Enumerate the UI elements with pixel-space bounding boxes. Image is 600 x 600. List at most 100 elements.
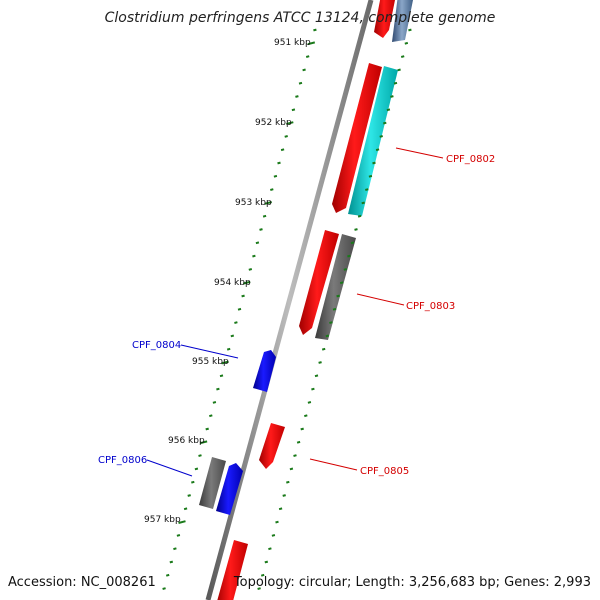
minor-tick (270, 188, 274, 191)
minor-tick (260, 573, 265, 577)
minor-tick (194, 467, 199, 471)
minor-tick (209, 414, 213, 418)
minor-tick (257, 587, 261, 590)
leader-line-cpf-0806 (146, 459, 193, 477)
gene-label-cpf-0804[interactable]: CPF_0804 (132, 340, 181, 351)
minor-tick (259, 228, 263, 231)
kbp-label: 955 kbp (192, 357, 229, 367)
major-tick (221, 360, 229, 365)
minor-tick (212, 401, 217, 404)
steel-feature-top (392, 0, 413, 42)
cds-feature-cpf-0806 (216, 463, 243, 515)
minor-tick (386, 108, 391, 112)
gene-label-cpf-0802[interactable]: CPF_0802 (446, 154, 495, 165)
minor-tick (262, 214, 267, 218)
leader-line-cpf-0802 (395, 147, 444, 159)
minor-tick (408, 28, 412, 32)
minor-tick (304, 414, 308, 418)
minor-tick (169, 560, 174, 564)
leader-line-cpf-0803 (356, 293, 405, 306)
major-tick (307, 41, 316, 46)
minor-tick (162, 587, 166, 590)
kbp-label: 952 kbp (255, 118, 292, 128)
minor-tick (241, 294, 245, 298)
minor-tick (318, 361, 322, 364)
minor-tick (296, 440, 301, 444)
minor-tick (311, 387, 315, 391)
minor-tick (354, 228, 358, 231)
major-tick (264, 201, 272, 205)
gene-label-cpf-0803[interactable]: CPF_0803 (406, 301, 455, 312)
minor-tick (286, 480, 290, 484)
minor-tick (295, 95, 299, 98)
kbp-label: 953 kbp (235, 198, 272, 208)
cds-feature-top (374, 0, 395, 38)
minor-tick (273, 174, 278, 178)
minor-tick (383, 121, 387, 125)
minor-tick (357, 214, 362, 218)
minor-tick (390, 95, 394, 98)
minor-tick (302, 68, 306, 72)
minor-tick (307, 401, 312, 404)
minor-tick (282, 494, 286, 497)
cds-feature-cpf-0802-red (332, 63, 382, 213)
gene-label-cpf-0806[interactable]: CPF_0806 (98, 455, 147, 466)
major-tick (242, 280, 251, 285)
accession-text: Accession: NC_008261 (8, 575, 156, 590)
minor-tick (404, 41, 409, 45)
minor-tick (329, 321, 333, 324)
minor-tick (226, 347, 231, 351)
minor-tick (400, 55, 405, 58)
minor-tick (187, 494, 191, 497)
minor-tick (234, 321, 238, 324)
cds-feature-cpf-0803-red (299, 230, 339, 335)
feature-track (199, 0, 413, 600)
minor-tick (393, 81, 398, 85)
cds-feature-bottom (217, 540, 248, 600)
cds-feature-cpf-0805 (259, 423, 285, 469)
kbp-label: 954 kbp (214, 278, 251, 288)
cds-feature-cpf-0804 (253, 350, 276, 392)
minor-tick (173, 547, 177, 551)
minor-tick (289, 467, 294, 471)
major-tick (199, 440, 208, 445)
leader-line-cpf-0804 (180, 344, 239, 359)
scale-ticks (162, 28, 412, 590)
major-tick (178, 520, 186, 524)
minor-tick (343, 268, 348, 271)
minor-tick (284, 135, 288, 138)
genome-backbone (205, 0, 374, 600)
minor-tick (332, 307, 337, 311)
minor-tick (321, 347, 326, 351)
gene-feature-cpf-0803 (315, 234, 356, 340)
gene-feature-cpf-0806 (199, 457, 226, 509)
leader-line-cpf-0805 (309, 458, 358, 471)
minor-tick (264, 560, 269, 564)
minor-tick (372, 161, 376, 165)
kbp-label: 957 kbp (144, 515, 181, 525)
minor-tick (325, 334, 330, 338)
minor-tick (280, 148, 285, 152)
kbp-label: 956 kbp (168, 436, 205, 446)
minor-tick (305, 55, 310, 58)
minor-tick (350, 241, 355, 245)
minor-tick (379, 135, 383, 138)
minor-tick (255, 241, 260, 245)
minor-tick (375, 148, 380, 152)
rna-feature-cpf-0802 (348, 66, 398, 216)
minor-tick (230, 334, 235, 338)
minor-tick (298, 81, 303, 85)
minor-tick (198, 454, 202, 457)
minor-tick (219, 374, 224, 378)
map-title: Clostridium perfringens ATCC 13124, comp… (105, 10, 496, 26)
minor-tick (397, 68, 401, 72)
minor-tick (165, 573, 170, 577)
minor-tick (183, 507, 188, 511)
minor-tick (313, 28, 317, 32)
minor-tick (248, 268, 253, 271)
minor-tick (237, 307, 242, 311)
topology-text: Topology: circular; Length: 3,256,683 bp… (233, 575, 591, 590)
gene-label-cpf-0805[interactable]: CPF_0805 (360, 466, 409, 477)
minor-tick (347, 254, 351, 258)
